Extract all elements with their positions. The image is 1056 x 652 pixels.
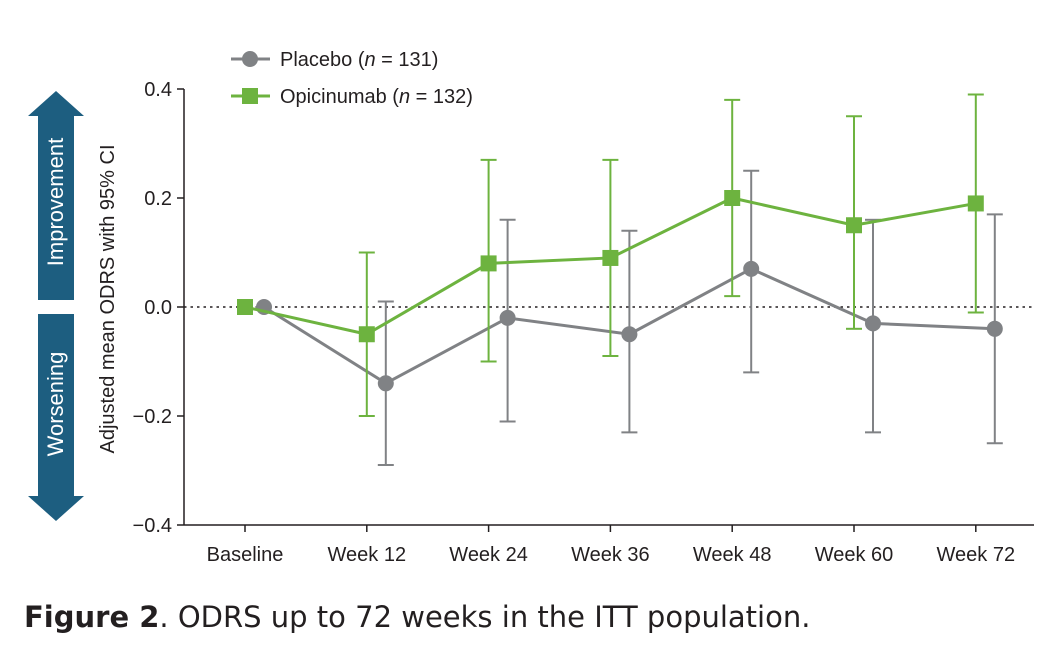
y-tick-label: 0.4	[144, 79, 172, 101]
data-point-square	[846, 217, 862, 234]
improvement-label: Improvement	[43, 138, 68, 266]
worsening-label: Worsening	[43, 352, 68, 457]
data-point-square	[724, 190, 741, 206]
data-point-circle	[377, 375, 394, 392]
x-tick-label: Week 12	[328, 544, 407, 566]
y-tick-label: −0.2	[133, 406, 172, 428]
legend-label: Placebo (n = 131)	[280, 49, 438, 71]
data-point-circle	[621, 326, 638, 343]
data-point-square	[602, 249, 619, 266]
data-point-circle	[499, 309, 516, 326]
worsening-arrow	[28, 314, 84, 521]
data-point-square	[480, 255, 497, 272]
data-point-square	[967, 195, 984, 212]
y-tick-label: 0.2	[144, 188, 172, 210]
data-point-circle	[865, 315, 881, 332]
series-placebo	[256, 169, 1003, 467]
y-axis-label: Adjusted mean ODRS with 95% CI	[97, 144, 119, 453]
data-point-circle	[743, 260, 760, 277]
y-tick-label: −0.4	[133, 515, 172, 537]
x-tick-label: Week 60	[815, 544, 894, 566]
figure-caption: Figure 2. ODRS up to 72 weeks in the ITT…	[24, 600, 810, 634]
legend-marker-circle	[242, 51, 258, 67]
x-tick-label: Baseline	[207, 544, 284, 566]
x-tick-label: Week 36	[571, 544, 650, 566]
odrs-line-chart: Improvement Worsening 0.4 0.2 0.0 −0.2 −0.4 Ba…	[28, 49, 1034, 566]
legend: Placebo (n = 131) Opicinumab (n = 132)	[231, 49, 473, 108]
data-point-square	[237, 299, 253, 315]
legend-label: Opicinumab (n = 132)	[280, 86, 473, 108]
x-tick-label: Week 24	[449, 544, 528, 566]
figure-caption-text: . ODRS up to 72 weeks in the ITT populat…	[159, 600, 811, 634]
data-point-circle	[986, 320, 1003, 337]
legend-marker-square	[242, 88, 258, 104]
y-tick-label: 0.0	[144, 297, 172, 319]
series	[237, 93, 1003, 467]
x-tick-label: Week 72	[937, 544, 1016, 566]
data-point-square	[358, 326, 375, 343]
series-opicinumab	[237, 93, 984, 417]
axes: 0.4 0.2 0.0 −0.2 −0.4 Baseline Week 12 Week 24 W…	[97, 79, 1034, 566]
improvement-arrow	[28, 91, 84, 300]
x-tick-label: Week 48	[693, 544, 772, 566]
figure-number: Figure 2	[24, 600, 160, 634]
direction-arrows: Improvement Worsening	[28, 91, 84, 521]
